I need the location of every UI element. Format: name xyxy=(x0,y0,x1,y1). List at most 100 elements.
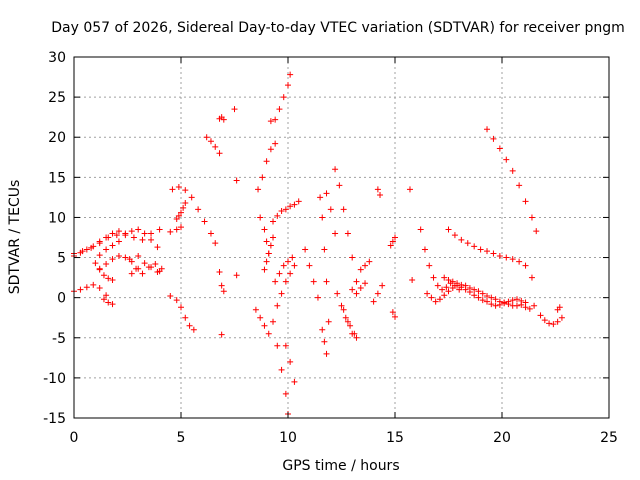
data-point xyxy=(156,226,163,233)
data-point xyxy=(522,262,529,269)
data-point xyxy=(265,250,272,257)
data-point xyxy=(406,186,413,193)
data-point xyxy=(278,290,285,297)
data-point xyxy=(263,258,270,265)
data-point xyxy=(323,278,330,285)
data-point xyxy=(449,278,456,285)
data-point xyxy=(96,285,103,292)
data-point xyxy=(488,301,495,308)
data-point xyxy=(528,274,535,281)
data-point xyxy=(505,298,512,305)
data-point xyxy=(274,302,281,309)
data-series-d4 xyxy=(167,224,184,235)
data-point xyxy=(496,298,503,305)
data-point xyxy=(154,244,161,251)
data-point xyxy=(261,226,268,233)
data-point xyxy=(295,198,302,205)
data-series-f4 xyxy=(252,306,272,337)
data-point xyxy=(353,334,360,341)
data-point xyxy=(96,252,103,259)
x-tick-label: 5 xyxy=(177,430,186,446)
data-point xyxy=(302,246,309,253)
data-series-j4 xyxy=(389,309,398,320)
data-point xyxy=(282,342,289,349)
data-point xyxy=(261,266,268,273)
data-series-o2 xyxy=(554,304,563,313)
data-point xyxy=(173,216,180,223)
data-point xyxy=(471,292,478,299)
data-point xyxy=(492,302,499,309)
data-point xyxy=(141,230,148,237)
data-series-g1 xyxy=(267,71,294,125)
data-point xyxy=(257,314,264,321)
data-point xyxy=(323,350,330,357)
data-point xyxy=(323,190,330,197)
data-point xyxy=(501,299,508,306)
data-series-c1 xyxy=(71,281,110,299)
data-point xyxy=(270,218,277,225)
data-point xyxy=(267,118,274,125)
data-point xyxy=(255,186,262,193)
data-point xyxy=(484,248,491,255)
data-point xyxy=(513,302,520,309)
data-point xyxy=(280,94,287,101)
data-series-a3 xyxy=(96,226,161,259)
data-point xyxy=(272,140,279,147)
data-point xyxy=(306,262,313,269)
data-point xyxy=(135,226,142,233)
x-tick-label: 25 xyxy=(600,430,618,446)
data-point xyxy=(105,299,112,306)
data-point xyxy=(332,166,339,173)
data-point xyxy=(83,284,90,291)
ticks-layer xyxy=(73,56,610,419)
data-point xyxy=(148,230,155,237)
data-point xyxy=(319,214,326,221)
data-point xyxy=(340,306,347,313)
data-point xyxy=(252,306,259,313)
data-series-h2 xyxy=(317,194,332,325)
data-point xyxy=(466,285,473,292)
data-point xyxy=(178,304,184,311)
data-point xyxy=(276,270,283,277)
x-tick-label: 15 xyxy=(386,430,404,446)
data-point xyxy=(182,200,189,207)
data-point xyxy=(479,290,486,297)
data-series-i2 xyxy=(334,290,358,337)
data-point xyxy=(201,218,208,225)
data-point xyxy=(96,265,103,272)
data-point xyxy=(490,250,497,257)
data-point xyxy=(488,294,495,301)
data-point xyxy=(265,330,272,337)
data-point xyxy=(158,265,165,272)
data-series-a2 xyxy=(71,228,122,259)
data-point xyxy=(516,258,523,265)
data-point xyxy=(550,321,557,328)
data-point xyxy=(347,322,354,329)
data-point xyxy=(342,314,349,321)
data-point xyxy=(379,282,386,289)
data-point xyxy=(426,262,433,269)
data-point xyxy=(496,252,503,259)
data-point xyxy=(220,116,227,123)
data-point xyxy=(267,146,274,153)
data-point xyxy=(558,314,565,321)
data-point xyxy=(291,201,298,208)
data-point xyxy=(458,236,465,243)
data-series-b3 xyxy=(128,260,165,277)
y-tick-label: -5 xyxy=(52,331,66,347)
data-point xyxy=(167,293,174,300)
data-point xyxy=(154,268,161,275)
data-point xyxy=(332,230,339,237)
data-point xyxy=(109,230,116,237)
data-point xyxy=(353,290,360,297)
data-point xyxy=(513,296,520,303)
y-tick-label: 0 xyxy=(57,291,66,307)
data-point xyxy=(100,296,107,303)
data-point xyxy=(231,106,238,113)
data-point xyxy=(178,224,184,231)
data-point xyxy=(428,294,435,301)
data-point xyxy=(287,358,294,365)
data-series-d3 xyxy=(167,293,197,333)
data-series-e1 xyxy=(203,134,223,157)
